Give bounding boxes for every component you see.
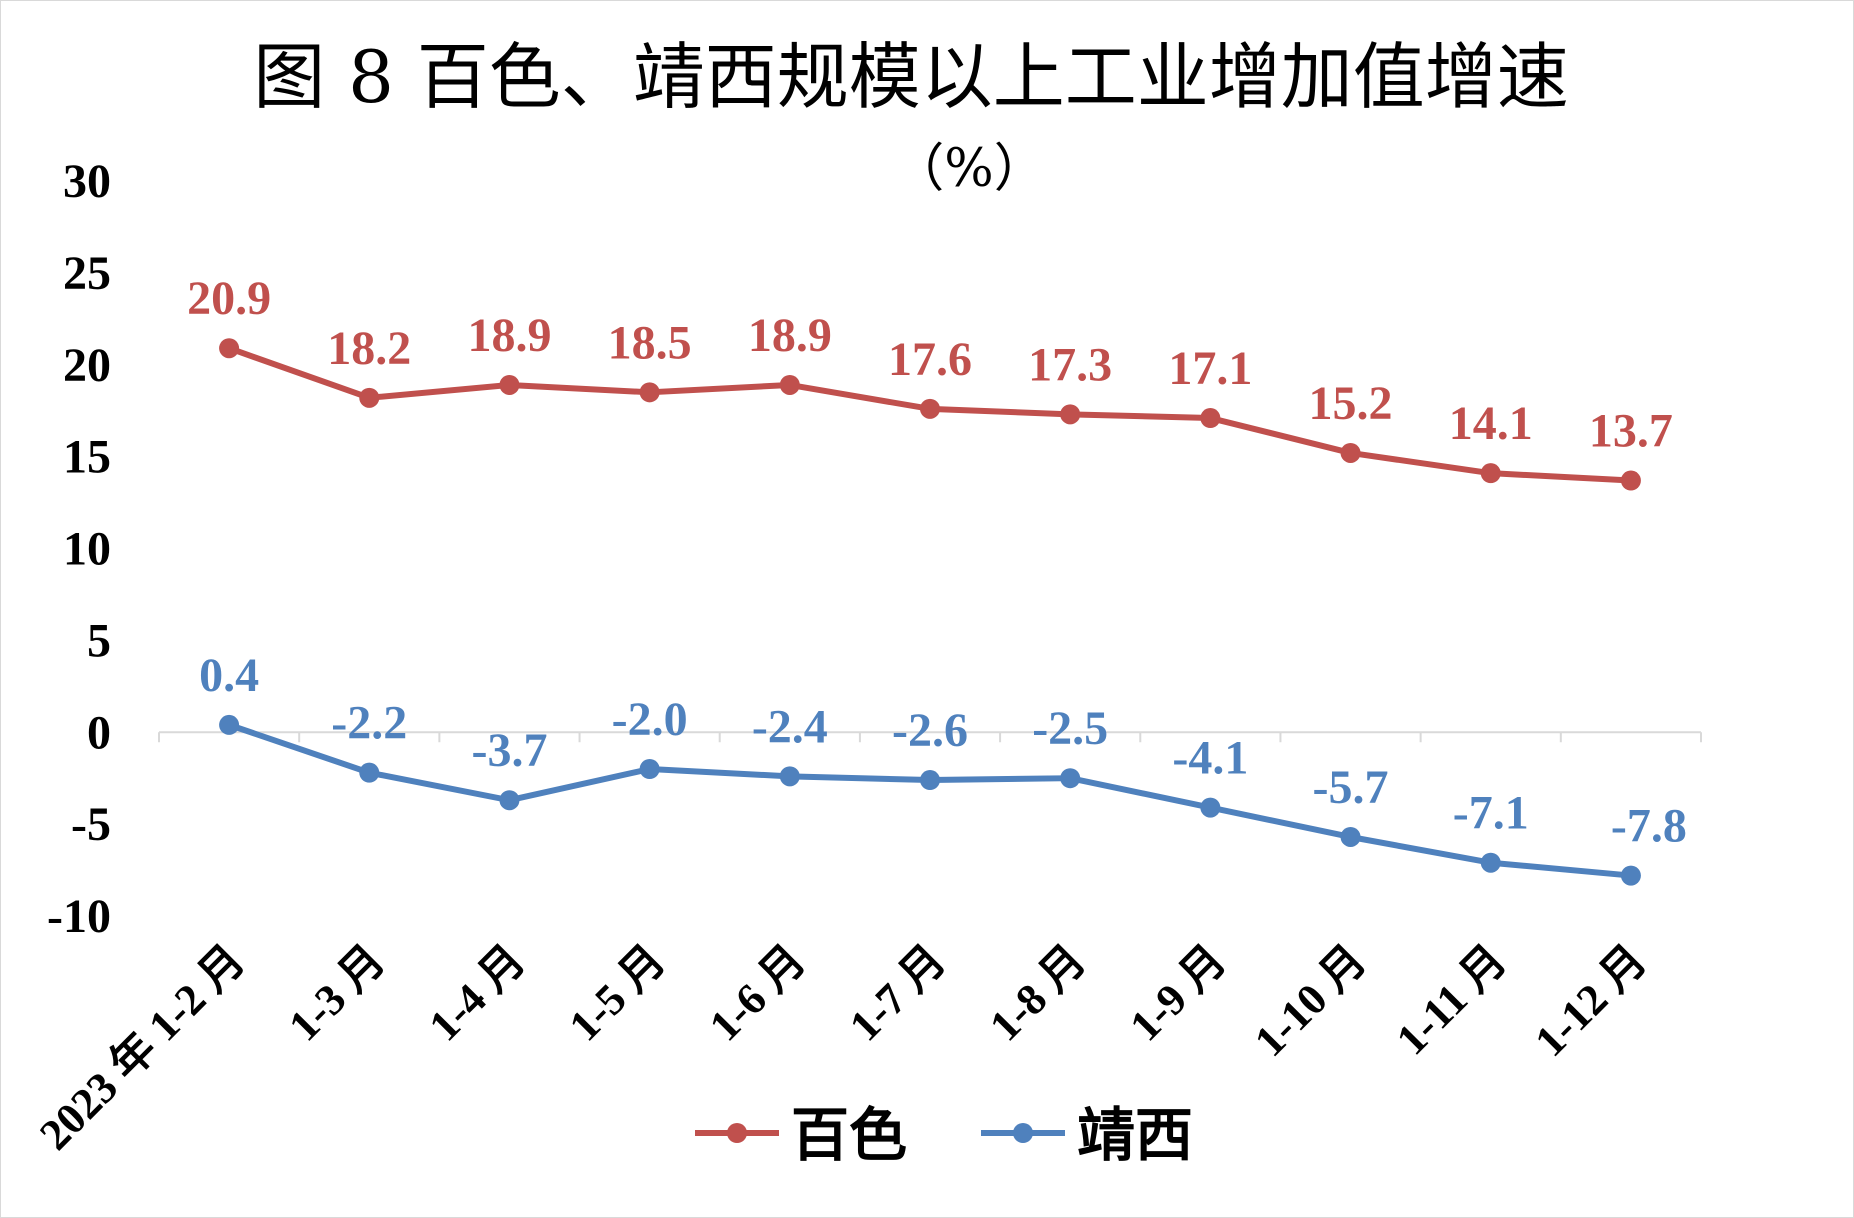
data-point: [1060, 768, 1081, 789]
y-tick-label: -5: [71, 798, 111, 851]
data-point: [1620, 865, 1641, 886]
data-label: 17.3: [1028, 338, 1112, 391]
legend-label: 靖西: [1077, 1101, 1193, 1169]
data-label: 13.7: [1589, 405, 1673, 458]
x-tick-label: 1-10 月: [1245, 935, 1376, 1066]
chart-subtitle: （%）: [892, 139, 1045, 199]
x-tick-label: 1-8 月: [980, 935, 1095, 1050]
series-1: 20.9 18.2 18.9 18.5 18.9 17.6 17.3 17.1 15.2 14.1…: [187, 272, 1673, 491]
data-label: 15.2: [1309, 377, 1393, 430]
data-label: -4.1: [1172, 732, 1248, 785]
x-tick-label: 1-9 月: [1120, 935, 1235, 1050]
data-point: [1340, 826, 1361, 847]
data-point: [639, 759, 660, 779]
data-label: -7.1: [1453, 787, 1529, 840]
data-point: [639, 382, 660, 403]
legend-item-1: 百色: [695, 1101, 907, 1169]
data-label: 18.2: [327, 322, 411, 375]
x-tick-label: 1-4 月: [420, 935, 535, 1050]
data-point: [499, 374, 520, 395]
data-label: 18.9: [748, 309, 832, 362]
data-point: [1480, 463, 1501, 484]
data-point: [359, 762, 380, 783]
data-label: -2.5: [1032, 702, 1108, 755]
data-label: 20.9: [187, 272, 271, 325]
y-tick-label: 25: [63, 247, 111, 300]
data-point: [920, 770, 940, 791]
x-tick-label: 1-6 月: [700, 935, 815, 1050]
series-2: 0.4 -2.2 -3.7 -2.0 -2.4 -2.6 -2.5 -4.1 -5.7 -7.1 -…: [199, 649, 1687, 886]
data-point: [499, 790, 520, 811]
legend: 百色 靖西: [695, 1101, 1193, 1169]
data-label: -2.4: [752, 700, 828, 753]
y-tick-label: 15: [63, 431, 111, 484]
data-point: [219, 338, 240, 359]
legend-marker: [727, 1123, 747, 1143]
data-point: [1620, 470, 1641, 491]
x-axis: 2023 年 1-2 月 1-3 月 1-4 月 1-5 月 1-6 月 1-7 月 1-8…: [30, 731, 1702, 1159]
data-point: [1200, 408, 1221, 429]
data-point: [1340, 442, 1361, 463]
data-point: [1480, 852, 1501, 873]
x-tick-label: 1-11 月: [1387, 935, 1516, 1064]
legend-label: 百色: [791, 1101, 907, 1169]
data-label: 18.9: [467, 309, 551, 362]
data-point: [920, 398, 940, 419]
data-label: 17.6: [888, 333, 972, 386]
legend-item-2: 靖西: [981, 1101, 1193, 1169]
data-label: -3.7: [471, 724, 547, 777]
y-tick-label: 0: [87, 706, 111, 759]
y-tick-label: -10: [47, 890, 111, 943]
data-label: -2.2: [331, 697, 407, 750]
x-tick-label: 1-3 月: [279, 935, 394, 1050]
data-label: 17.1: [1168, 342, 1252, 395]
data-point: [779, 766, 800, 787]
data-label: -5.7: [1313, 761, 1389, 814]
x-tick-label: 1-12 月: [1525, 935, 1656, 1066]
y-axis: 30 25 20 15 10 5 0 -5 -10: [47, 155, 111, 943]
x-tick-label: 1-7 月: [840, 935, 955, 1050]
data-label: 18.5: [608, 316, 692, 369]
data-label: -7.8: [1611, 800, 1687, 853]
data-point: [1200, 797, 1221, 818]
data-label: -2.0: [612, 693, 688, 746]
y-tick-label: 20: [63, 339, 111, 392]
series-layer: 20.9 18.2 18.9 18.5 18.9 17.6 17.3 17.1 15.2 14.1…: [187, 272, 1687, 886]
y-tick-label: 5: [87, 614, 111, 667]
data-point: [219, 714, 240, 735]
data-point: [779, 374, 800, 395]
x-tick-label: 2023 年 1-2 月: [30, 935, 254, 1159]
x-tick-label: 1-5 月: [560, 935, 675, 1050]
data-label: -2.6: [892, 704, 968, 757]
legend-marker: [1013, 1123, 1033, 1143]
data-point: [1060, 404, 1081, 425]
data-label: 14.1: [1449, 397, 1533, 450]
chart-title: 图 8 百色、靖西规模以上工业增加值增速: [253, 35, 1569, 119]
y-tick-label: 10: [63, 523, 111, 576]
data-label: 0.4: [199, 649, 259, 702]
data-point: [359, 387, 380, 408]
y-tick-label: 30: [63, 155, 111, 208]
